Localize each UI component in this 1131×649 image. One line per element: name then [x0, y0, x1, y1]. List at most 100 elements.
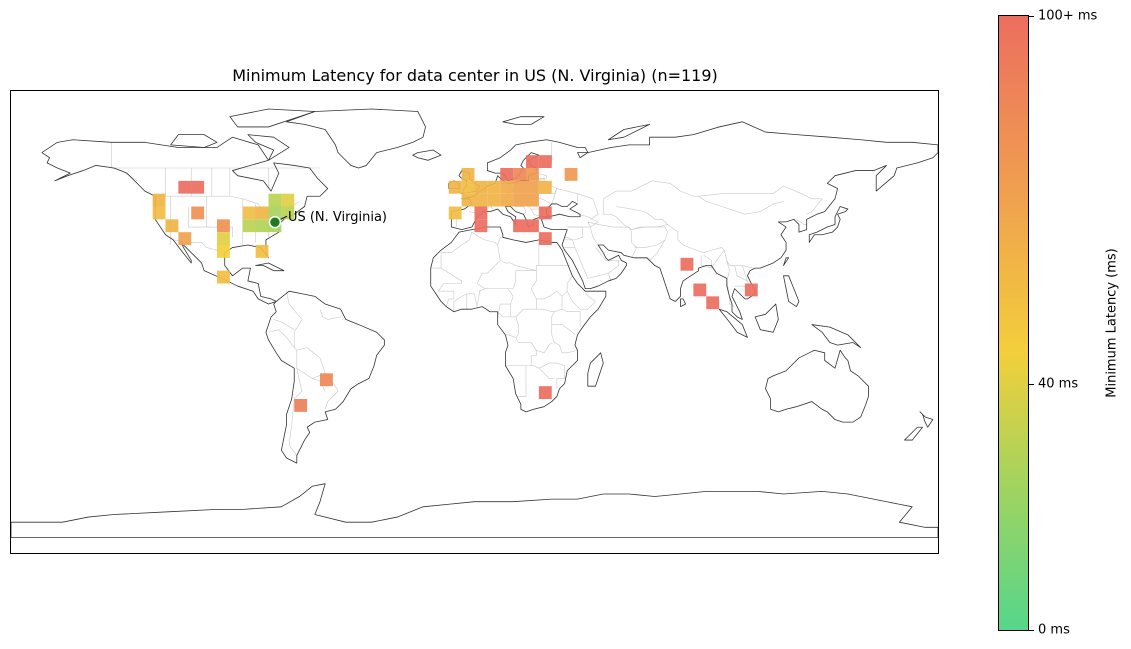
latency-cell [217, 232, 230, 245]
latency-cell [191, 206, 205, 220]
world-map[interactable] [11, 91, 938, 553]
latency-cell [693, 283, 707, 297]
country-border [616, 207, 668, 230]
country-border [742, 266, 747, 281]
latency-cell [513, 168, 526, 181]
country-border [289, 368, 302, 455]
latency-cell [538, 155, 552, 168]
coastline-madagascar [588, 353, 603, 386]
country-border [505, 363, 564, 389]
latency-cell [461, 168, 475, 181]
country-border [539, 368, 554, 378]
coastline-cuba [256, 263, 284, 271]
latency-cell [448, 180, 462, 194]
country-border [189, 207, 210, 228]
latency-cell [487, 180, 501, 194]
latency-cell [538, 180, 552, 194]
latency-cell [255, 206, 269, 220]
coastline-iceland [413, 150, 441, 160]
latency-cell [500, 180, 514, 194]
coastline-taiwan [784, 258, 789, 266]
country-border [603, 181, 698, 199]
latency-cell [706, 296, 720, 310]
country-border [531, 343, 536, 351]
country-border [699, 196, 784, 214]
latency-cell [320, 373, 333, 387]
country-border [518, 366, 526, 397]
latency-cell [281, 193, 295, 207]
latency-cell [268, 193, 282, 207]
country-borders [111, 142, 822, 455]
coastline-greenland [287, 109, 426, 168]
coastline-borneo [755, 304, 778, 332]
country-border [578, 194, 599, 220]
country-border [516, 317, 519, 338]
coastline-sumatra [719, 309, 747, 337]
country-border [536, 173, 546, 181]
country-border [565, 227, 583, 240]
latency-cell [217, 219, 230, 233]
country-border [498, 304, 511, 317]
latency-cell [538, 386, 552, 399]
coastlines [11, 109, 938, 538]
country-border [111, 142, 137, 181]
coastline-victoria [171, 135, 217, 148]
latency-cell [487, 193, 501, 207]
latency-cell [178, 180, 192, 194]
latency-cell [217, 245, 230, 258]
latency-cell [474, 193, 488, 207]
country-border [727, 260, 735, 306]
colorbar-tick [1029, 16, 1034, 17]
country-border [608, 273, 611, 281]
country-border [477, 260, 572, 299]
latency-cell [474, 219, 488, 233]
country-border [477, 289, 485, 307]
datacenter-marker[interactable] [268, 215, 282, 229]
country-border [498, 309, 555, 317]
latency-cell [513, 193, 526, 207]
coastline-australia [765, 350, 868, 422]
country-border [668, 224, 753, 268]
colorbar-tick-label: 100+ ms [1038, 8, 1098, 24]
coastline-philippines [784, 276, 799, 307]
coastline-south-america [266, 291, 384, 463]
latency-cell [281, 206, 295, 220]
country-border [552, 325, 578, 353]
country-border [320, 309, 341, 319]
country-border [701, 255, 711, 268]
latency-cell [513, 180, 526, 194]
coastline-eurasia [451, 122, 938, 320]
latency-cell [526, 180, 539, 194]
latency-cell [242, 219, 256, 233]
coastline-novaya-zemlya [608, 124, 649, 139]
coastline-japan [809, 207, 848, 243]
latency-cell [294, 399, 308, 412]
latency-cell [165, 219, 179, 233]
country-border [711, 250, 724, 268]
map-frame[interactable]: US (N. Virginia) [10, 90, 939, 554]
latency-cell [680, 257, 694, 271]
country-border [438, 268, 461, 291]
latency-cell [461, 180, 475, 194]
latency-cell [500, 168, 514, 181]
country-border [603, 199, 631, 230]
colorbar-title: Minimum Latency (ms) [1104, 248, 1120, 398]
country-border [588, 222, 637, 258]
colorbar-tick-label: 0 ms [1038, 622, 1070, 638]
latency-cell [242, 206, 256, 220]
country-border [567, 214, 598, 227]
latency-cell [217, 270, 230, 284]
latency-cell [538, 206, 552, 220]
country-border [531, 350, 536, 365]
colorbar-tick [1029, 630, 1034, 631]
country-border [565, 237, 575, 247]
latency-cell [474, 206, 488, 220]
coastline-sri-lanka [681, 299, 686, 307]
coastline-new-zealand-n [920, 412, 933, 427]
coastline-svalbard [503, 117, 544, 125]
latency-cell [513, 219, 526, 233]
latency-cell [461, 193, 475, 207]
latency-cell [500, 193, 514, 207]
coastline-antarctica [11, 484, 938, 538]
